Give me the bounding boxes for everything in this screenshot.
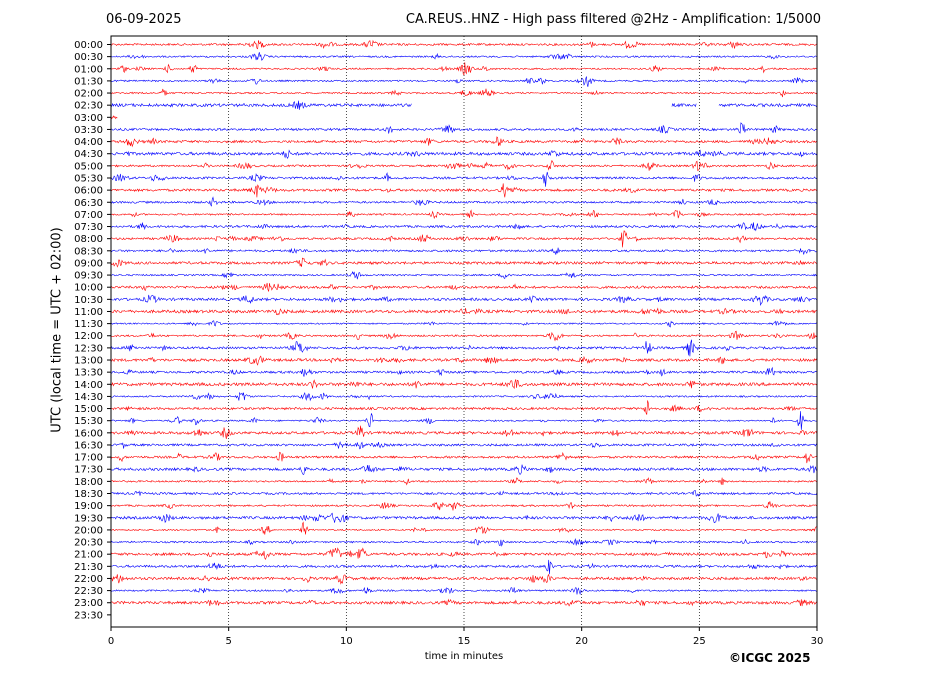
y-tick-label: 15:30 — [74, 416, 103, 427]
y-tick-label: 01:30 — [74, 76, 103, 87]
trace-1930 — [110, 512, 818, 524]
trace-0930 — [110, 271, 818, 280]
y-tick-label: 15:00 — [74, 404, 103, 415]
y-tick-label: 13:00 — [74, 356, 103, 367]
y-tick-label: 19:00 — [74, 501, 103, 512]
y-tick-label: 02:00 — [74, 89, 103, 100]
y-tick-label: 21:30 — [74, 562, 103, 573]
x-tick-label: 0 — [108, 636, 114, 647]
trace-0000 — [110, 39, 818, 50]
y-tick-label: 12:00 — [74, 331, 103, 342]
y-tick-label: 18:00 — [74, 477, 103, 488]
x-tick-label: 20 — [575, 636, 588, 647]
y-tick-label: 05:30 — [74, 173, 103, 184]
y-tick-label: 02:30 — [74, 101, 103, 112]
chart-title: CA.REUS..HNZ - High pass filtered @2Hz -… — [405, 12, 821, 27]
y-tick-label: 03:00 — [74, 113, 103, 124]
y-tick-label: 06:30 — [74, 198, 103, 209]
copyright-credit: ©ICGC 2025 — [729, 651, 811, 665]
y-tick-label: 09:00 — [74, 258, 103, 269]
y-tick-label: 08:30 — [74, 246, 103, 257]
trace-2030 — [110, 537, 818, 547]
trace-0800 — [110, 230, 818, 248]
y-tick-label: 11:00 — [74, 307, 103, 318]
y-tick-label: 00:30 — [74, 52, 103, 63]
y-tick-label: 19:30 — [74, 513, 103, 524]
y-tick-label: 23:00 — [74, 598, 103, 609]
y-axis-label: UTC (local time = UTC + 02:00) — [49, 227, 65, 433]
x-axis-label: time in minutes — [424, 651, 504, 662]
y-tick-label: 09:30 — [74, 271, 103, 282]
y-tick-label: 10:30 — [74, 295, 103, 306]
y-tick-label: 04:30 — [74, 149, 103, 160]
x-tick-label: 25 — [693, 636, 706, 647]
y-tick-label: 20:30 — [74, 538, 103, 549]
trace-0330 — [110, 122, 818, 134]
y-tick-label: 00:00 — [74, 40, 103, 51]
y-tick-label: 14:00 — [74, 380, 103, 391]
trace-1000 — [110, 282, 818, 293]
x-tick-label: 5 — [225, 636, 231, 647]
traces-layer — [110, 39, 818, 607]
y-tick-label: 23:30 — [74, 610, 103, 621]
trace-0730 — [110, 222, 818, 232]
trace-1300 — [110, 355, 818, 366]
y-tick-label: 18:30 — [74, 489, 103, 500]
y-tick-label: 13:30 — [74, 368, 103, 379]
y-tick-label: 11:30 — [74, 319, 103, 330]
x-tick-label: 30 — [811, 636, 824, 647]
y-tick-label: 21:00 — [74, 550, 103, 561]
y-tick-label: 01:00 — [74, 64, 103, 75]
y-tick-label: 17:00 — [74, 453, 103, 464]
y-tick-label: 06:00 — [74, 186, 103, 197]
trace-0830 — [110, 247, 817, 255]
y-tick-label: 20:00 — [74, 525, 103, 536]
trace-1900 — [110, 501, 818, 511]
trace-1200 — [110, 330, 818, 342]
y-tick-label: 22:30 — [74, 586, 103, 597]
trace-0300 — [110, 115, 118, 120]
trace-2130 — [110, 559, 818, 575]
grid-layer — [228, 36, 700, 627]
y-tick-label: 14:30 — [74, 392, 103, 403]
trace-0200 — [110, 88, 818, 98]
y-tick-label: 22:00 — [74, 574, 103, 585]
x-tick-label: 10 — [340, 636, 353, 647]
trace-0430 — [110, 149, 818, 160]
plot-frame — [110, 35, 818, 628]
y-tick-label: 07:30 — [74, 222, 103, 233]
y-tick-label: 05:00 — [74, 161, 103, 172]
trace-2000 — [111, 521, 818, 535]
y-tick-label: 07:00 — [74, 210, 103, 221]
y-tick-label: 12:30 — [74, 343, 103, 354]
trace-1730 — [110, 464, 818, 476]
y-tick-label: 03:30 — [74, 125, 103, 136]
y-tick-label: 17:30 — [74, 465, 103, 476]
date-label: 06-09-2025 — [106, 12, 182, 27]
y-tick-label: 16:30 — [74, 440, 103, 451]
trace-1600 — [110, 425, 818, 439]
y-tick-label: 16:00 — [74, 428, 103, 439]
y-tick-label: 08:00 — [74, 234, 103, 245]
x-tick-label: 15 — [458, 636, 471, 647]
trace-0230 — [110, 100, 818, 110]
trace-0900 — [110, 257, 817, 268]
trace-0030 — [110, 52, 818, 61]
y-tick-label: 10:00 — [74, 283, 103, 294]
y-tick-label: 04:00 — [74, 137, 103, 148]
